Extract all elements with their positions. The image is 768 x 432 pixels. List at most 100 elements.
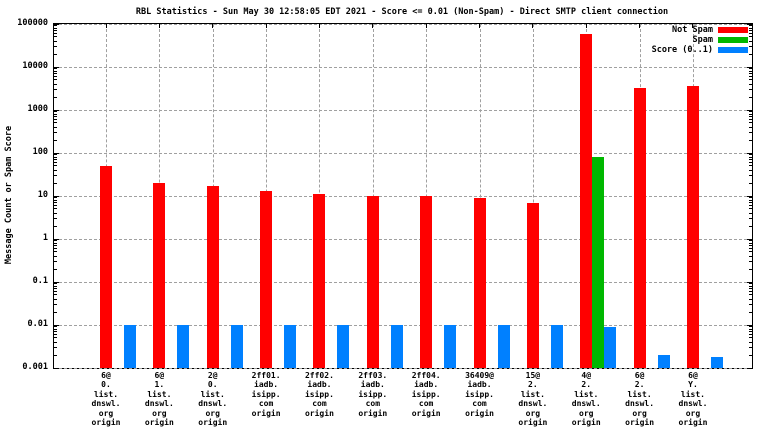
axis-tick-left-major bbox=[54, 195, 59, 197]
axis-tick-right-minor bbox=[749, 212, 752, 214]
axis-tick-left-minor bbox=[54, 197, 57, 199]
axis-tick-right-major bbox=[747, 152, 752, 154]
axis-tick-left-minor bbox=[54, 111, 57, 113]
axis-tick-left-major bbox=[54, 152, 59, 154]
y-tick-label: 100000 bbox=[17, 17, 48, 28]
axis-tick-left-minor bbox=[54, 122, 57, 124]
axis-tick-right-minor bbox=[749, 354, 752, 356]
gridline-y bbox=[54, 196, 752, 197]
y-tick-label: 0.001 bbox=[22, 361, 48, 372]
legend-label: Not Spam bbox=[672, 25, 713, 35]
axis-tick-right-minor bbox=[749, 311, 752, 313]
legend-label: Score (0..1) bbox=[651, 45, 713, 55]
bar-score-0-1 bbox=[550, 325, 563, 368]
axis-tick-right-minor bbox=[749, 40, 752, 42]
bar-not-spam bbox=[366, 196, 379, 368]
axis-tick-left-minor bbox=[54, 156, 57, 158]
x-tick-label: 6@ 2. list. dnswl. org origin bbox=[625, 371, 655, 428]
axis-tick-left-minor bbox=[54, 248, 57, 250]
axis-tick-left-minor bbox=[54, 268, 57, 270]
axis-tick-right-minor bbox=[749, 68, 752, 70]
axis-tick-right-minor bbox=[749, 139, 752, 141]
axis-tick-left-minor bbox=[54, 331, 57, 333]
axis-tick-left-major bbox=[54, 281, 59, 283]
gridline-x bbox=[532, 24, 534, 368]
axis-tick-left-minor bbox=[54, 334, 57, 336]
axis-tick-top bbox=[585, 24, 587, 28]
y-tick-label: 1 bbox=[42, 232, 48, 243]
axis-tick-left-minor bbox=[54, 260, 57, 262]
gridline-y bbox=[54, 67, 752, 68]
axis-tick-right-minor bbox=[749, 245, 752, 247]
axis-tick-left-minor bbox=[54, 126, 57, 128]
axis-tick-left-minor bbox=[54, 328, 57, 330]
axis-tick-right-minor bbox=[749, 126, 752, 128]
axis-tick-right-minor bbox=[749, 288, 752, 290]
axis-tick-left-minor bbox=[54, 88, 57, 90]
axis-tick-right-minor bbox=[749, 113, 752, 115]
x-tick-label: 4@ 2. list. dnswl. org origin bbox=[571, 371, 601, 428]
x-tick-label: 15@ 2. list. dnswl. org origin bbox=[518, 371, 548, 428]
x-tick-label: 6@ Y. list. dnswl. org origin bbox=[678, 371, 708, 428]
bar-score-0-1 bbox=[177, 325, 190, 368]
axis-tick-right-minor bbox=[749, 182, 752, 184]
bar-not-spam bbox=[580, 33, 593, 368]
chart-title: RBL Statistics - Sun May 30 12:58:05 EDT… bbox=[135, 7, 669, 17]
axis-tick-top bbox=[639, 24, 641, 28]
axis-tick-left-major bbox=[54, 23, 59, 25]
axis-tick-right-minor bbox=[749, 294, 752, 296]
axis-tick-right-minor bbox=[749, 162, 752, 164]
bar-spam bbox=[592, 157, 605, 368]
x-tick-label: 36409@ iadb. isipp. com origin bbox=[465, 371, 494, 418]
x-tick-label: 2ff03. iadb. isipp. com origin bbox=[358, 371, 388, 418]
bar-score-0-1 bbox=[604, 326, 617, 368]
axis-tick-right-minor bbox=[749, 30, 752, 32]
axis-tick-right-minor bbox=[749, 346, 752, 348]
bar-not-spam bbox=[260, 191, 273, 368]
gridline-x bbox=[479, 24, 481, 368]
axis-tick-right-minor bbox=[749, 111, 752, 113]
axis-tick-left-minor bbox=[54, 30, 57, 32]
axis-tick-right-minor bbox=[749, 260, 752, 262]
axis-tick-right-minor bbox=[749, 291, 752, 293]
axis-tick-right-minor bbox=[749, 45, 752, 47]
axis-tick-left-minor bbox=[54, 337, 57, 339]
axis-tick-left-minor bbox=[54, 303, 57, 305]
axis-tick-left-minor bbox=[54, 217, 57, 219]
axis-tick-left-minor bbox=[54, 212, 57, 214]
axis-tick-right-major bbox=[747, 66, 752, 68]
y-tick-label: 0.1 bbox=[32, 275, 48, 286]
axis-tick-right-minor bbox=[749, 217, 752, 219]
axis-tick-left-minor bbox=[54, 131, 57, 133]
axis-tick-left-minor bbox=[54, 139, 57, 141]
axis-tick-left-minor bbox=[54, 251, 57, 253]
axis-tick-left-minor bbox=[54, 96, 57, 98]
axis-tick-left-minor bbox=[54, 40, 57, 42]
axis-tick-left-minor bbox=[54, 169, 57, 171]
axis-tick-left-major bbox=[54, 66, 59, 68]
gridline-y bbox=[54, 110, 752, 111]
axis-tick-left-minor bbox=[54, 53, 57, 55]
axis-tick-right-minor bbox=[749, 131, 752, 133]
axis-tick-right-minor bbox=[749, 225, 752, 227]
axis-tick-right-minor bbox=[749, 334, 752, 336]
axis-tick-right-major bbox=[747, 238, 752, 240]
axis-tick-right-minor bbox=[749, 76, 752, 78]
axis-tick-right-minor bbox=[749, 268, 752, 270]
x-tick-label: 2@ 0. list. dnswl. org origin bbox=[198, 371, 228, 428]
axis-tick-left-major bbox=[54, 324, 59, 326]
axis-tick-right-major bbox=[747, 195, 752, 197]
axis-tick-left-minor bbox=[54, 68, 57, 70]
axis-tick-left-minor bbox=[54, 288, 57, 290]
axis-tick-right-minor bbox=[749, 208, 752, 210]
legend-item: Spam bbox=[652, 35, 748, 45]
bar-score-0-1 bbox=[657, 355, 670, 368]
legend-swatch-spam bbox=[718, 37, 748, 43]
legend-swatch-score-0-1 bbox=[718, 47, 748, 53]
gridline-y bbox=[54, 24, 752, 25]
y-tick-label: 0.01 bbox=[27, 318, 48, 329]
axis-tick-right-major bbox=[747, 23, 752, 25]
axis-tick-right-minor bbox=[749, 116, 752, 118]
axis-tick-top bbox=[318, 24, 320, 28]
